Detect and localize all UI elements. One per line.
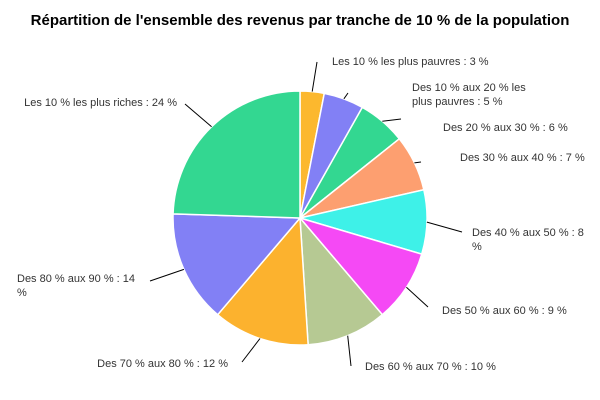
- slice-label: Des 50 % aux 60 % : 9 %: [442, 305, 567, 317]
- leader-line: [382, 118, 402, 122]
- slice-label-line: Des 50 % aux 60 % : 9 %: [442, 305, 567, 317]
- slice-label: Des 20 % aux 30 % : 6 %: [443, 122, 568, 134]
- chart-title: Répartition de l'ensemble des revenus pa…: [31, 12, 570, 29]
- leader-line: [149, 268, 185, 282]
- pie-slices: [172, 90, 428, 346]
- slice-label: Des 10 % aux 20 % les plus pauvres : 5 %: [412, 82, 526, 108]
- slice-label-line: Des 60 % aux 70 % : 10 %: [365, 361, 496, 373]
- pie-slice: [172, 213, 302, 316]
- slice-label: Des 70 % aux 80 % : 12 %: [97, 358, 228, 370]
- slice-label: Des 80 % aux 90 % : 14%: [17, 273, 135, 299]
- leader-line: [347, 335, 352, 367]
- slice-label-line: %: [17, 287, 27, 299]
- slice-label-line: Les 10 % les plus riches : 24 %: [24, 97, 177, 109]
- pie-slice: [299, 215, 384, 346]
- pie-slice: [172, 90, 301, 219]
- leader-line: [406, 286, 429, 308]
- leader-line: [241, 338, 261, 363]
- slice-label-line: Des 70 % aux 80 % : 12 %: [97, 358, 228, 370]
- leader-line: [343, 92, 349, 100]
- leader-lines: [149, 61, 463, 367]
- slice-label-line: Des 30 % aux 40 % : 7 %: [460, 152, 585, 164]
- leader-line: [426, 221, 463, 233]
- slice-label: Des 30 % aux 40 % : 7 %: [460, 152, 585, 164]
- leader-line: [311, 61, 318, 92]
- slice-label-line: Des 20 % aux 30 % : 6 %: [443, 122, 568, 134]
- slice-label: Les 10 % les plus pauvres : 3 %: [332, 56, 489, 68]
- slice-label-line: Des 40 % aux 50 % : 8: [472, 227, 584, 239]
- slice-label-line: Des 80 % aux 90 % : 14: [17, 273, 135, 285]
- slice-label: Des 40 % aux 50 % : 8%: [472, 227, 584, 253]
- slice-label-line: plus pauvres : 5 %: [412, 96, 503, 108]
- leader-line: [184, 103, 212, 128]
- slice-label: Les 10 % les plus riches : 24 %: [24, 97, 177, 109]
- slice-label-line: %: [472, 241, 482, 253]
- pie-slice: [216, 216, 309, 346]
- slice-label-line: Des 10 % aux 20 % les: [412, 82, 526, 94]
- slice-labels: Les 10 % les plus pauvres : 3 % Des 10 % …: [17, 56, 585, 373]
- slice-label-line: Les 10 % les plus pauvres : 3 %: [332, 56, 489, 68]
- slice-label: Des 60 % aux 70 % : 10 %: [365, 361, 496, 373]
- leader-line: [414, 161, 422, 164]
